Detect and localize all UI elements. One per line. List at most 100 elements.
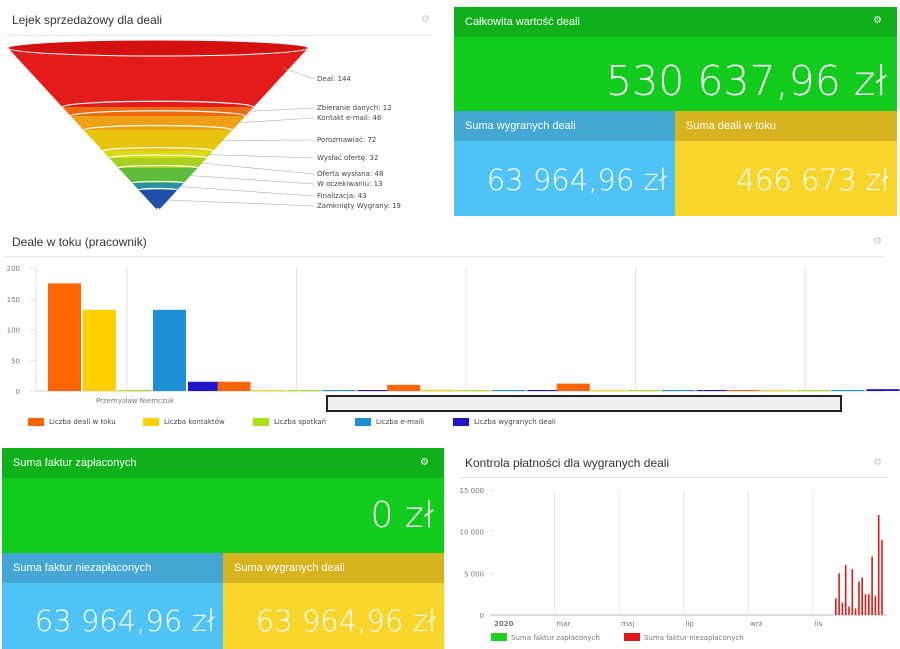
- deals-bar-chart: 0 50 100 150 200 Przemysław Niemczuk: [7, 265, 900, 412]
- x-category-label: Przemysław Niemczuk: [96, 397, 175, 405]
- payment-bar: [871, 556, 873, 615]
- won-deals-amount: 63 964,96 zł: [486, 163, 667, 197]
- legend-swatch: [28, 418, 44, 426]
- bar: [83, 309, 116, 391]
- funnel-label: Finalizacja: 43: [317, 192, 367, 200]
- funnel-label-line: [282, 67, 315, 80]
- unpaid-invoices-amount: 63 964,96 zł: [34, 604, 215, 638]
- funnel-top: [7, 39, 309, 57]
- funnel-label: Porozmawiać: 72: [317, 136, 376, 144]
- payment-bar: [848, 606, 850, 615]
- funnel-title: Lejek sprzedażowy dla deali: [12, 13, 163, 27]
- legend-label: Liczba deali w toku: [49, 418, 116, 426]
- won-deals-header-2: Suma wygranych deali: [223, 553, 444, 583]
- payment-bar: [877, 515, 880, 615]
- bar: [118, 390, 151, 391]
- total-value-amount: 530 637,96 zł: [606, 57, 887, 105]
- chart-scrollbar: [326, 395, 842, 412]
- bar: [48, 283, 81, 391]
- bar: [153, 309, 186, 391]
- funnel-gear-icon[interactable]: ⚙: [421, 14, 430, 25]
- bar: [252, 390, 286, 391]
- payments-divider: [458, 477, 888, 478]
- legend-item[interactable]: Liczba spotkań: [253, 418, 326, 426]
- progress-deals-box: Suma deali w toku 466 673 zł: [675, 111, 897, 216]
- funnel-segment: [83, 130, 233, 151]
- progress-deals-header: Suma deali w toku: [675, 111, 897, 141]
- funnel-chart: Deal: 144 Zbieranie danych: 12 Kontakt e-m…: [7, 39, 401, 213]
- legend-label: Liczba spotkań: [274, 418, 327, 426]
- payment-bar: [881, 540, 883, 615]
- funnel-label-line: [219, 139, 315, 141]
- unpaid-invoices-header: Suma faktur niezapłaconych: [2, 553, 223, 583]
- funnel-label: Zbieranie danych: 12: [317, 104, 392, 112]
- bar: [492, 390, 526, 391]
- funnel-divider: [5, 35, 433, 36]
- total-value-header: Całkowita wartość deali ⚙: [454, 7, 897, 37]
- legend-item[interactable]: Liczba e-maili: [355, 418, 424, 426]
- legend-item[interactable]: Liczba kontaktów: [143, 418, 225, 426]
- payment-bar: [854, 608, 857, 615]
- legend-item[interactable]: Liczba deali w toku: [28, 418, 116, 426]
- x-tick-label: lip: [686, 620, 695, 628]
- payment-bar: [841, 602, 844, 615]
- funnel-segment: [118, 168, 198, 183]
- legend-item[interactable]: Liczba wygranych deali: [453, 418, 556, 426]
- legend-swatch: [624, 633, 640, 641]
- funnel-label-line: [234, 117, 315, 124]
- x-tick-label: wrz: [750, 620, 763, 628]
- paid-invoices-amount: 0 zł: [370, 495, 434, 536]
- x-tick-label: maj: [621, 620, 634, 628]
- funnel-label: Zamknięty Wygrany: 19: [317, 202, 401, 210]
- bar: [457, 390, 491, 391]
- bar: [527, 390, 561, 391]
- bar: [556, 383, 590, 391]
- deals-gear-icon[interactable]: ⚙: [873, 236, 882, 247]
- payment-bar: [851, 569, 854, 615]
- bar: [661, 390, 695, 391]
- gear-icon[interactable]: ⚙: [420, 457, 429, 468]
- funnel-segment: [138, 190, 178, 210]
- bar: [387, 384, 421, 391]
- bar: [831, 390, 865, 391]
- bar: [287, 390, 321, 391]
- funnel-label-line: [179, 186, 315, 197]
- won-deals-box-2: Suma wygranych deali 63 964,96 zł: [223, 553, 444, 649]
- x-tick-label: lis: [815, 620, 823, 628]
- funnel-label: Wysłać ofertę: 32: [317, 154, 378, 162]
- won-deals-box: Suma wygranych deali 63 964,96 zł: [454, 111, 675, 216]
- won-deals-title-2: Suma wygranych deali: [234, 562, 345, 574]
- legend-swatch: [143, 418, 159, 426]
- won-deals-amount-2: 63 964,96 zł: [255, 604, 436, 638]
- bar: [591, 390, 625, 391]
- bar: [217, 381, 251, 391]
- legend-label: Suma faktur niezapłaconych: [644, 634, 744, 642]
- funnel-segment: [8, 48, 308, 107]
- legend-swatch: [453, 418, 469, 426]
- payment-bar: [864, 594, 867, 615]
- x-tick-label: mar: [557, 620, 571, 628]
- y-tick-label: 15 000: [460, 487, 485, 495]
- y-tick-label: 50: [11, 357, 20, 365]
- legend-label: Suma faktur zapłaconych: [511, 634, 600, 642]
- y-tick-label: 150: [7, 296, 20, 304]
- payment-bar: [835, 598, 837, 615]
- y-tick-label: 100: [7, 327, 20, 335]
- funnel-label: Oferta wysłana: 48: [317, 170, 383, 178]
- bar: [866, 389, 900, 391]
- payments-bar-chart: 0 5 000 10 000 15 000 2020 mar maj lip wrz lis Sum…: [460, 487, 887, 642]
- y-tick-label: 0: [480, 612, 484, 620]
- funnel-label-line: [244, 107, 315, 112]
- y-tick-label: 200: [7, 265, 20, 273]
- x-tick-label: 2020: [494, 620, 514, 628]
- gear-icon[interactable]: ⚙: [873, 15, 882, 26]
- y-tick-label: 10 000: [460, 529, 485, 537]
- legend-label: Liczba wygranych deali: [474, 418, 556, 426]
- funnel-label-line: [189, 175, 315, 185]
- bar: [322, 390, 356, 391]
- payment-bar: [874, 595, 877, 615]
- unpaid-invoices-box: Suma faktur niezapłaconych 63 964,96 zł: [2, 553, 223, 649]
- deals-chart-title: Deale w toku (pracownik): [12, 235, 147, 249]
- payments-gear-icon[interactable]: ⚙: [873, 457, 882, 468]
- legend-swatch: [491, 633, 507, 641]
